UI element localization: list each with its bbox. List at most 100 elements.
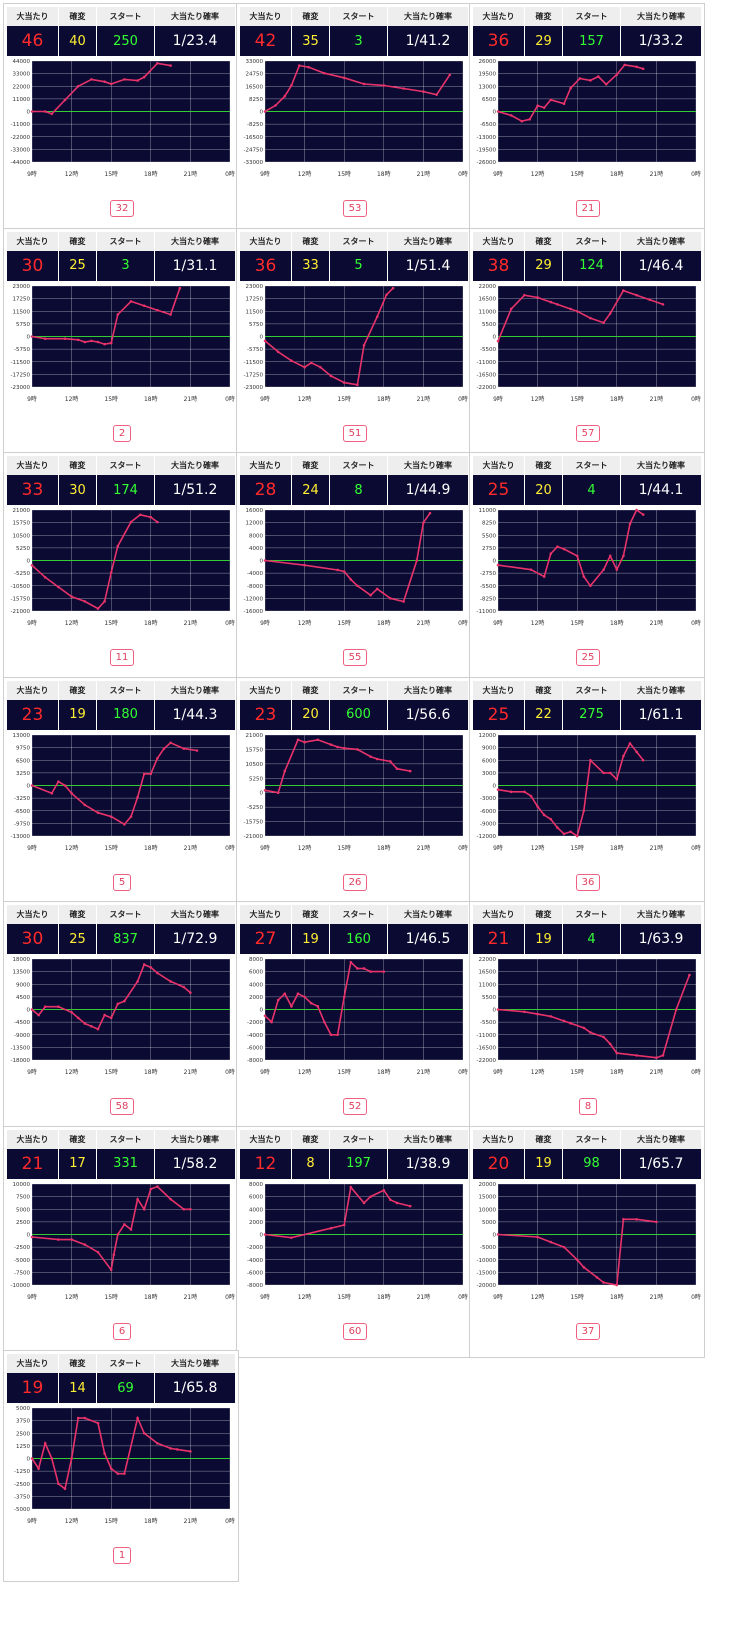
- machine-number-link[interactable]: 53: [342, 200, 368, 217]
- machine-number-link[interactable]: 21: [575, 200, 601, 217]
- stats-values: 21 17 331 1/58.2: [7, 1148, 235, 1179]
- data-point: [329, 1226, 333, 1229]
- header-kakuhen: 確変: [525, 905, 563, 924]
- machine-number-link[interactable]: 25: [575, 649, 601, 666]
- machine-number-link[interactable]: 36: [575, 873, 601, 891]
- header-start: スタート: [330, 456, 388, 475]
- y-tick-label: -2750: [480, 571, 496, 577]
- y-tick-label: -6500: [480, 122, 496, 128]
- x-tick-label: 18時: [144, 170, 158, 178]
- x-tick-label: 18時: [144, 1293, 158, 1301]
- prob-value: 1/65.7: [638, 1155, 684, 1172]
- start-value: 160: [330, 924, 388, 954]
- machine-number-link[interactable]: 32: [109, 200, 135, 217]
- machine-number-link[interactable]: 55: [342, 649, 368, 666]
- data-point: [142, 75, 146, 79]
- x-tick-label: 12時: [531, 1068, 545, 1076]
- data-point: [549, 1240, 553, 1243]
- x-tick-label: 12時: [65, 395, 79, 403]
- header-start: スタート: [97, 905, 155, 924]
- data-point: [556, 545, 559, 549]
- x-tick-label: 9時: [27, 395, 37, 403]
- x-tick-label: 21時: [417, 1068, 431, 1076]
- data-point: [57, 1237, 60, 1241]
- data-point: [43, 1005, 47, 1008]
- data-point: [615, 1283, 619, 1286]
- x-tick-label: 0時: [225, 1517, 235, 1525]
- y-tick-label: 19500: [479, 72, 497, 78]
- data-point: [129, 520, 133, 524]
- x-tick-label: 18時: [377, 395, 391, 403]
- balance-chart: 16000 12000 8000 4000 0 -4000 -8000 -12000 -1600…: [244, 508, 468, 627]
- y-tick-label: -5000: [480, 1245, 496, 1251]
- machine-panel: 大当たり 確変 スタート 大当たり確率 42 35 3 1/41.2 33000 24750 165…: [236, 3, 472, 235]
- y-tick-label: 2750: [482, 546, 496, 552]
- machine-number-link[interactable]: 57: [575, 424, 601, 442]
- machine-number-link[interactable]: 6: [112, 1322, 132, 1340]
- machine-number-link[interactable]: 52: [342, 1098, 368, 1115]
- x-tick-label: 12時: [65, 619, 79, 627]
- y-tick-label: 0: [493, 783, 497, 789]
- x-tick-label: 0時: [225, 1293, 235, 1301]
- data-point: [602, 320, 605, 324]
- start-value: 331: [97, 1148, 155, 1179]
- stats-header: 大当たり 確変 スタート 大当たり確率: [473, 680, 701, 700]
- machine-number-link[interactable]: 5: [112, 873, 132, 891]
- header-prob: 大当たり確率: [171, 12, 219, 21]
- kakuhen-value: 20: [525, 475, 563, 505]
- prob-value: 1/33.2: [638, 33, 684, 49]
- kakuhen-value: 19: [292, 924, 330, 954]
- header-kakuhen: 確変: [525, 680, 563, 700]
- machine-number-link[interactable]: 11: [109, 649, 135, 666]
- data-point: [156, 756, 159, 760]
- header-prob: 大当たり確率: [404, 236, 452, 246]
- x-tick-label: 18時: [377, 1068, 391, 1076]
- machine-number: 6: [4, 1322, 240, 1340]
- y-tick-label: -5500: [480, 584, 496, 590]
- data-point: [96, 340, 100, 343]
- machine-number-link[interactable]: 8: [578, 1098, 598, 1115]
- machine-number-link[interactable]: 51: [342, 424, 368, 442]
- machine-number-link[interactable]: 58: [109, 1098, 135, 1115]
- stats-header: 大当たり 確変 スタート 大当たり確率: [473, 7, 701, 26]
- data-point: [542, 575, 546, 578]
- prob-value: 1/44.9: [405, 482, 451, 498]
- data-point: [589, 1031, 592, 1034]
- hits-value: 23: [7, 699, 59, 730]
- x-tick-label: 12時: [65, 1293, 79, 1301]
- y-tick-label: -12000: [477, 834, 497, 840]
- x-tick-label: 15時: [337, 395, 351, 403]
- x-tick-label: 9時: [493, 170, 503, 178]
- header-hits: 大当たり: [7, 7, 59, 26]
- y-tick-label: 0: [493, 110, 497, 116]
- header-hits: 大当たり: [7, 680, 59, 700]
- machine-number-link[interactable]: 60: [342, 1322, 368, 1340]
- machine-number-link[interactable]: 1: [112, 1547, 132, 1564]
- data-point: [575, 834, 579, 837]
- x-tick-label: 12時: [531, 619, 545, 627]
- x-tick-label: 15時: [570, 1293, 584, 1301]
- header-hits: 大当たり: [240, 680, 292, 700]
- data-point: [575, 1257, 579, 1261]
- header-kakuhen: 確変: [59, 680, 97, 700]
- data-point: [70, 1011, 73, 1014]
- machine-number-link[interactable]: 2: [112, 424, 132, 442]
- data-point: [602, 568, 605, 571]
- data-point: [369, 1194, 372, 1198]
- hits-value: 25: [473, 475, 525, 505]
- machine-number-link[interactable]: 26: [342, 873, 368, 891]
- data-point: [83, 600, 87, 603]
- data-point: [263, 1232, 267, 1236]
- y-tick-label: -5250: [247, 805, 263, 811]
- machine-number-link[interactable]: 37: [575, 1322, 601, 1340]
- y-tick-label: 4000: [249, 1207, 263, 1213]
- y-tick-label: 0: [260, 334, 264, 340]
- data-point: [635, 1217, 638, 1221]
- data-point: [529, 568, 533, 571]
- data-point: [263, 559, 267, 562]
- header-hits: 大当たり: [240, 7, 292, 26]
- data-point: [96, 810, 100, 814]
- x-tick-label: 18時: [610, 170, 624, 178]
- data-point: [435, 93, 438, 96]
- x-tick-label: 21時: [184, 619, 198, 627]
